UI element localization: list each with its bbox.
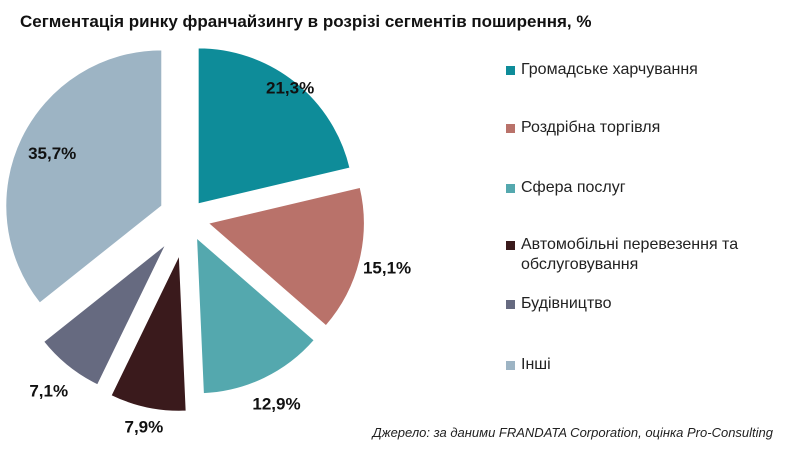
data-label-1: 21,3% [266,79,314,98]
data-label-6: 35,7% [28,144,76,163]
data-label-4: 7,9% [124,417,163,436]
legend-swatch [506,241,515,250]
legend-item-2: Роздрібна торгівля [506,118,786,138]
pie-slice-5 [42,244,167,386]
legend-swatch [506,66,515,75]
legend-label: Автомобільні перевезення та обслуговуван… [521,236,739,273]
source-note: Джерело: за даними FRANDATA Corporation,… [372,425,773,440]
legend-item-1: Громадське харчування [506,60,786,80]
legend-item-5: Будівництво [506,294,786,314]
pie-slice-3 [196,236,315,395]
legend-item-4: Автомобільні перевезення та обслуговуван… [506,235,786,275]
legend-label: Інші [521,356,551,373]
chart-title: Сегментація ринку франчайзингу в розрізі… [20,12,592,31]
legend-swatch [506,300,515,309]
legend-label: Сфера послуг [521,179,626,196]
data-label-2: 15,1% [363,258,411,277]
pie-slice-1 [197,47,351,205]
legend-label: Будівництво [521,295,612,312]
legend-label: Роздрібна торгівля [521,119,661,136]
pie-slice-4 [110,254,187,412]
legend-swatch [506,124,515,133]
data-label-5: 7,1% [29,382,68,401]
legend-label: Громадське харчування [521,61,698,78]
pie-chart: 21,3% 15,1% 12,9% 7,9% 7,1% 35,7% [5,47,411,436]
legend-swatch [506,361,515,370]
legend-item-6: Інші [506,355,786,375]
pie-slice-2 [207,186,365,327]
legend-item-3: Сфера послуг [506,178,786,198]
legend-swatch [506,184,515,193]
pie-slice-6 [5,49,163,304]
data-label-3: 12,9% [252,395,300,414]
